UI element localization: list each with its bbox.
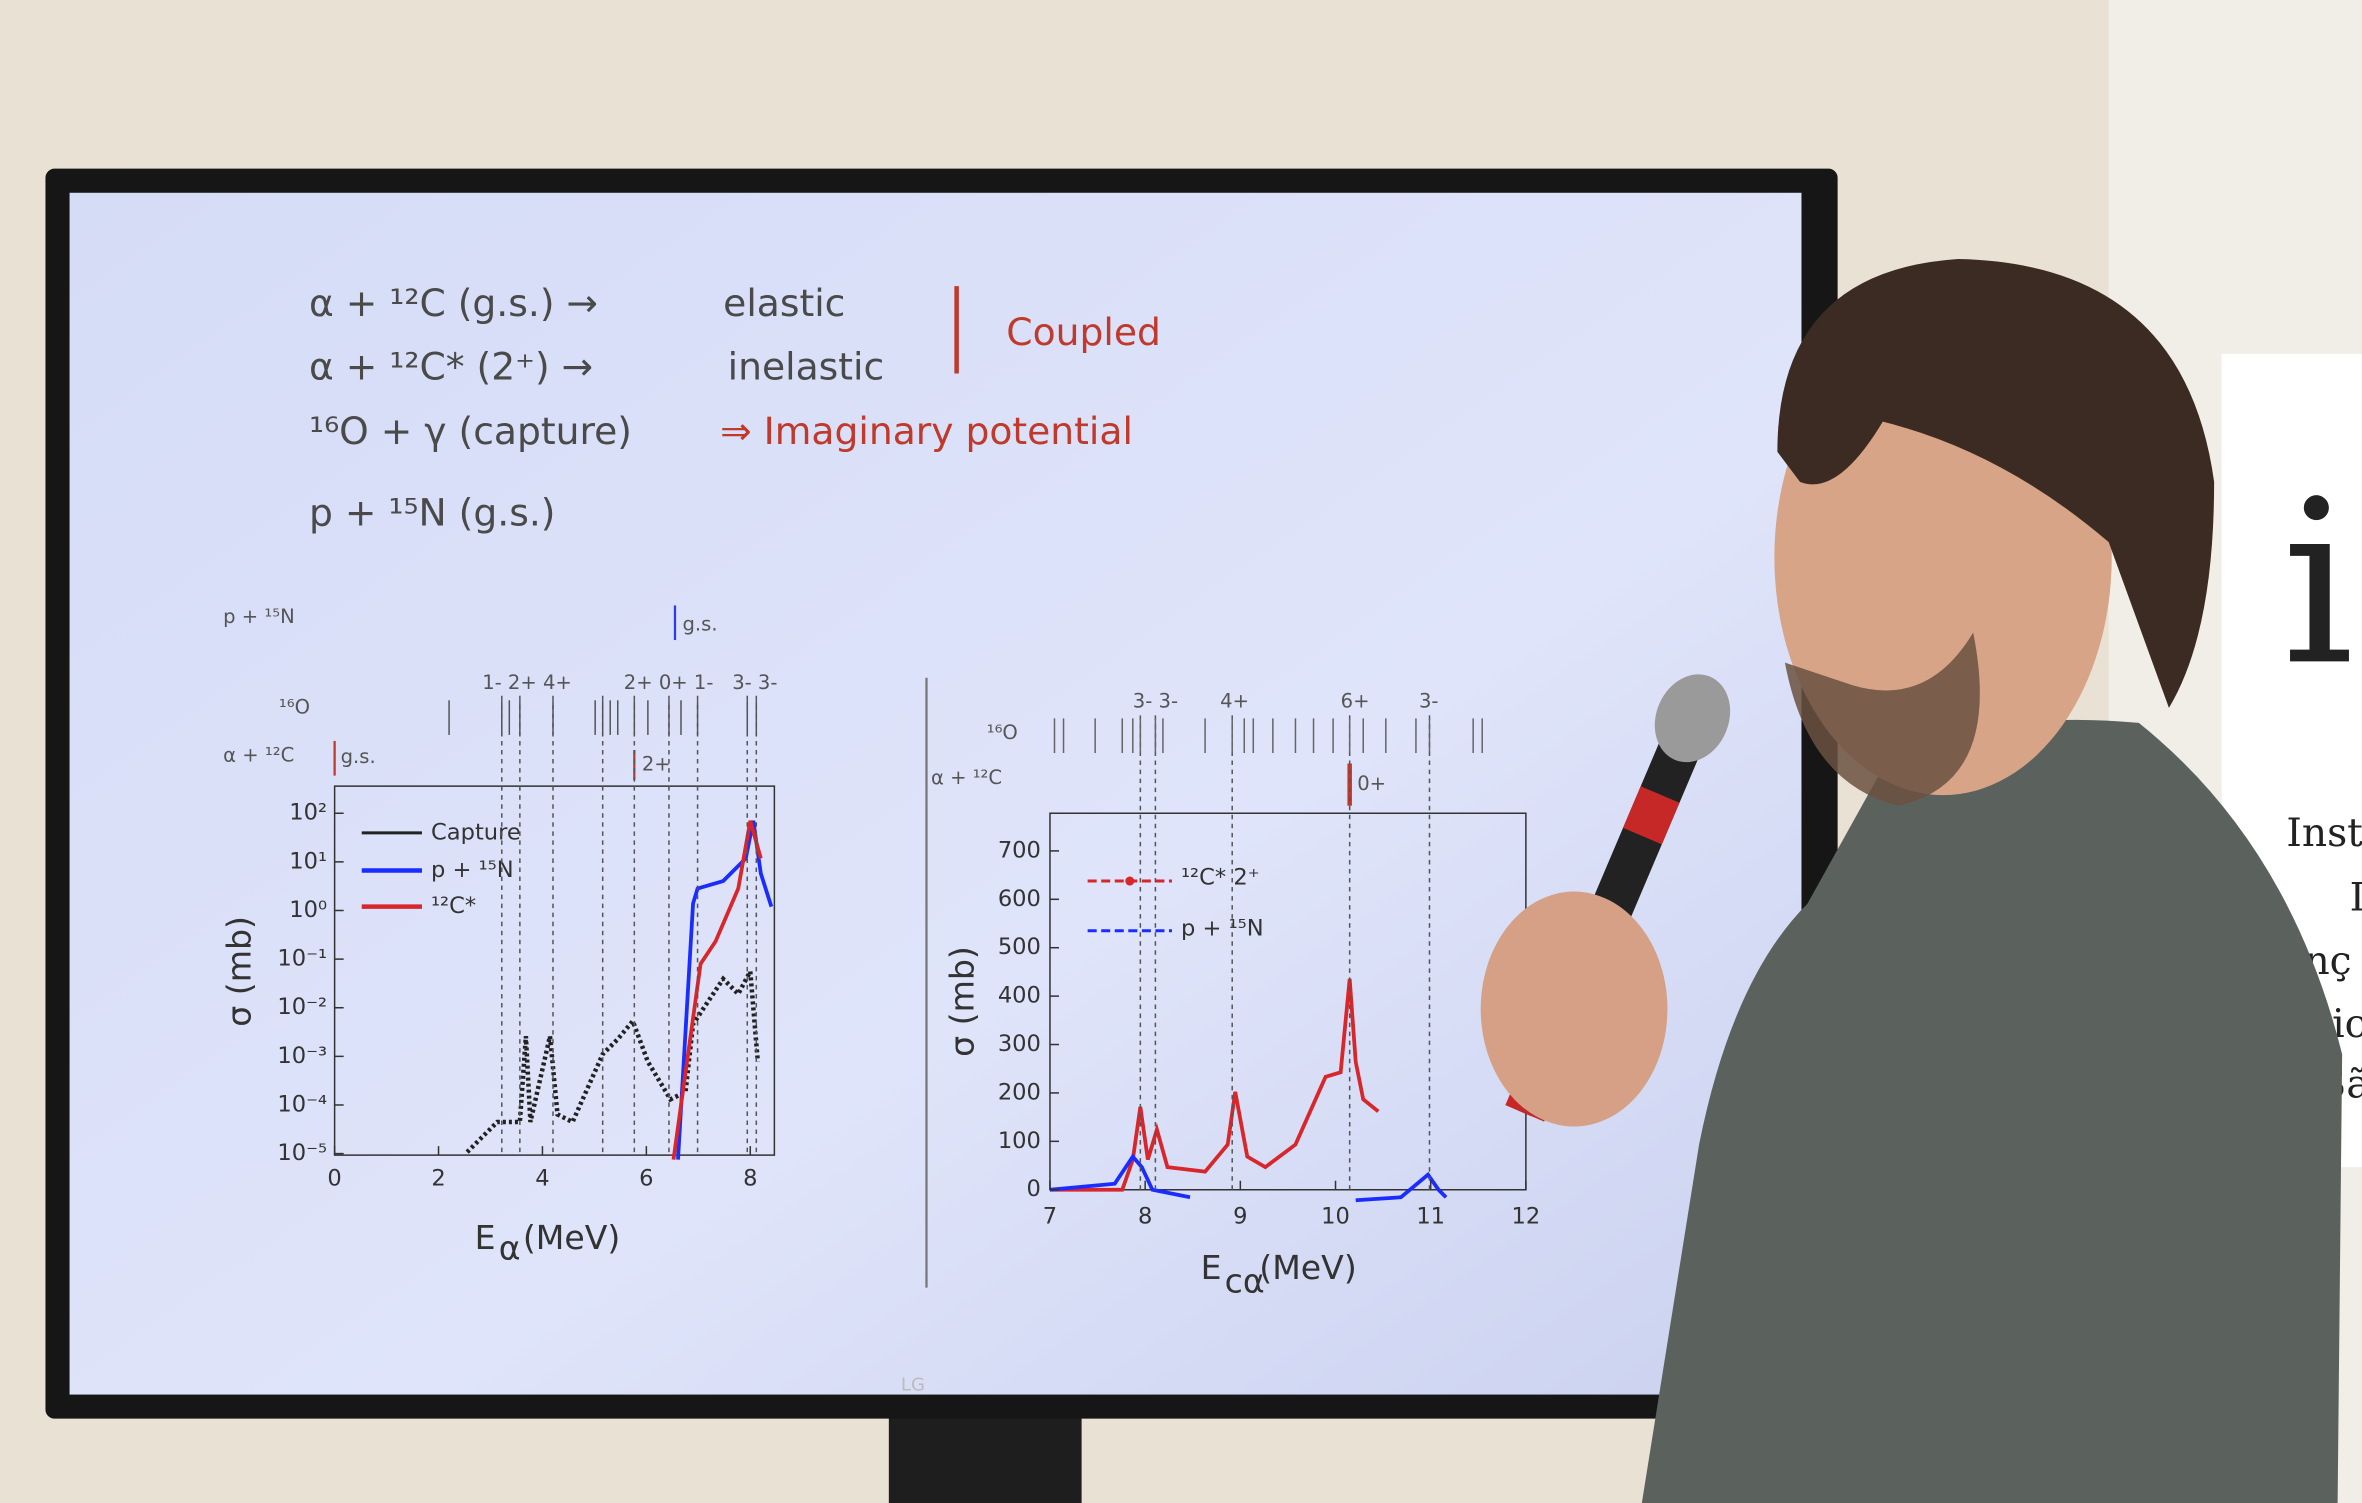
legend-label: ¹²C* 2⁺: [1181, 865, 1260, 891]
curve: [676, 820, 774, 1160]
channel-label: α + ¹²C: [223, 744, 294, 767]
x-tick-label: 0: [327, 1166, 341, 1192]
plot-frame: [333, 785, 776, 1156]
curve: [671, 820, 763, 1160]
level-label: 2+ 0+ 1-: [624, 671, 714, 694]
mic-band: [1623, 786, 1680, 845]
hand: [1480, 891, 1668, 1127]
y-tick-label: 10⁻¹: [277, 946, 327, 972]
tv-brand: LG: [901, 1375, 925, 1396]
level-label: 3- 3-: [732, 671, 777, 694]
x-axis-label: cα: [1225, 1262, 1265, 1301]
legend-marker: [1125, 876, 1135, 886]
slide-line: elastic: [723, 281, 845, 325]
slide-line: ⇒ Imaginary potential: [720, 409, 1133, 453]
y-tick-label: 0: [1027, 1176, 1041, 1202]
shirt: [1641, 719, 2343, 1503]
level-label: 3- 3-: [1133, 689, 1178, 712]
y-tick-label: 10¹: [289, 848, 327, 874]
level-label: 4+: [1220, 689, 1249, 712]
legend-label: ¹²C*: [431, 893, 476, 919]
x-axis-label: E: [475, 1218, 496, 1257]
y-tick-label: 10⁻⁴: [277, 1091, 327, 1117]
legend-label: p + ¹⁵N: [1181, 916, 1264, 942]
x-tick-label: 11: [1416, 1203, 1445, 1229]
x-tick-label: 10: [1321, 1203, 1350, 1229]
x-tick-label: 9: [1233, 1203, 1247, 1229]
channel-label: α + ¹²C: [931, 766, 1002, 789]
x-tick-label: 12: [1512, 1203, 1541, 1229]
x-axis-label: (MeV): [1259, 1248, 1356, 1287]
y-tick-label: 600: [998, 886, 1041, 912]
y-tick-label: 10²: [289, 800, 327, 826]
beard: [1784, 632, 1980, 806]
slide-line: ¹⁶O + γ (capture): [309, 409, 632, 453]
x-tick-label: 7: [1043, 1203, 1057, 1229]
speaker: [1480, 259, 2343, 1503]
coupled: Coupled: [1006, 310, 1161, 354]
level-label: 3-: [1419, 689, 1439, 712]
y-tick-label: 500: [998, 934, 1041, 960]
channel-label: ¹⁶O: [279, 695, 310, 718]
x-tick-label: 2: [431, 1166, 445, 1192]
curve: [1049, 1153, 1448, 1203]
x-axis-label: α: [499, 1228, 521, 1267]
hair: [1777, 259, 2215, 708]
channel-label: ¹⁶O: [987, 721, 1018, 744]
y-tick-label: 100: [998, 1128, 1041, 1154]
sign-line: Inst: [2286, 811, 2362, 856]
level-label: g.s.: [683, 612, 718, 635]
y-tick-label: 10⁻⁵: [277, 1140, 327, 1166]
level-label: 0+: [1357, 772, 1386, 795]
x-tick-label: 8: [1138, 1203, 1152, 1229]
x-tick-label: 8: [743, 1166, 757, 1192]
x-axis-label: E: [1201, 1248, 1222, 1287]
y-axis-label: σ (mb): [220, 916, 259, 1027]
legend-label: p + ¹⁵N: [431, 857, 514, 883]
slide: α + ¹²C (g.s.) → elastic α + ¹²C* (2⁺) →…: [220, 281, 1527, 1301]
channel-label: p + ¹⁵N: [223, 605, 295, 628]
x-tick-label: 6: [639, 1166, 653, 1192]
y-tick-label: 400: [998, 983, 1041, 1009]
sign-logo: i: [2282, 452, 2354, 715]
curve: [465, 963, 761, 1154]
y-axis-label: σ (mb): [943, 946, 982, 1057]
level-label: 2+: [642, 753, 671, 776]
y-tick-label: 300: [998, 1031, 1041, 1057]
level-label: 1- 2+ 4+: [482, 671, 572, 694]
slide-line: inelastic: [728, 344, 885, 388]
level-label: 6+: [1341, 689, 1370, 712]
y-tick-label: 200: [998, 1079, 1041, 1105]
level-label: g.s.: [341, 745, 376, 768]
legend-label: Capture: [431, 819, 521, 845]
screen: [69, 192, 1802, 1395]
slide-line: p + ¹⁵N (g.s.): [309, 491, 555, 535]
y-tick-label: 700: [998, 837, 1041, 863]
slide-line: α + ¹²C* (2⁺) →: [309, 344, 593, 388]
y-tick-label: 10⁻²: [277, 994, 327, 1020]
x-axis-label: (MeV): [523, 1218, 620, 1257]
x-tick-label: 4: [535, 1166, 549, 1192]
sign-line: I: [2350, 876, 2362, 921]
slide-line: α + ¹²C (g.s.) →: [309, 281, 598, 325]
y-tick-label: 10⁰: [289, 897, 327, 923]
mic-head: [1654, 674, 1731, 763]
y-tick-label: 10⁻³: [277, 1043, 327, 1069]
